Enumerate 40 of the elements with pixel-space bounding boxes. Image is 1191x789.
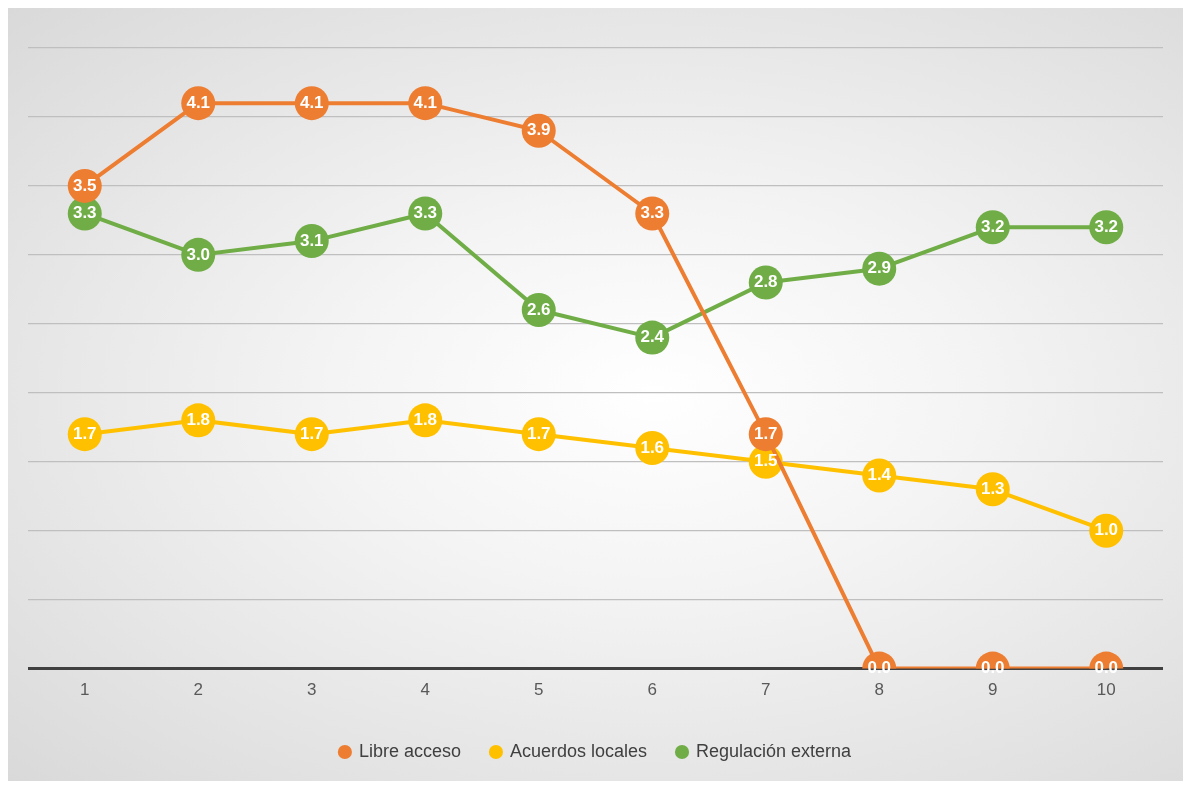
data-label: 3.9 [526,120,551,140]
data-label: 2.8 [753,272,778,292]
data-label: 3.2 [1094,216,1119,236]
x-tick-label: 8 [874,680,884,700]
data-label: 1.8 [413,410,438,430]
data-label: 3.2 [980,216,1005,236]
data-label: 4.1 [299,92,324,112]
data-label: 3.3 [640,203,665,223]
x-tick-label: 7 [761,680,771,700]
legend-label: Acuerdos locales [509,740,648,761]
x-tick-label: 5 [534,680,544,700]
data-label: 3.3 [72,203,97,223]
data-label: 1.5 [753,451,778,471]
data-label: 1.7 [299,423,324,443]
data-label: 2.9 [867,258,892,278]
x-tick-label: 3 [307,680,317,700]
x-tick-label: 1 [80,680,90,700]
data-label: 1.3 [980,479,1005,498]
data-label: 3.5 [72,175,97,195]
x-tick-label: 4 [420,680,430,700]
data-label: 4.1 [413,92,438,112]
data-label: 1.7 [526,423,551,443]
data-label: 1.6 [640,437,665,457]
data-label: 1.7 [72,423,97,443]
data-label: 1.7 [753,423,778,443]
data-label: 1.0 [1094,520,1119,540]
data-label: 1.8 [186,410,211,430]
x-tick-label: 9 [988,680,998,700]
x-tick-label: 10 [1096,680,1116,700]
x-tick-label: 2 [193,680,203,700]
data-label: 3.0 [186,244,211,264]
data-label: 4.1 [186,92,211,112]
data-label: 3.3 [413,203,438,223]
data-label: 3.1 [299,230,324,250]
legend-label: Libre acceso [358,740,461,761]
x-tick-label: 6 [647,680,657,700]
legend-label: Regulación externa [696,740,853,761]
data-label: 1.4 [867,465,892,485]
data-label: 2.4 [640,327,665,347]
data-label: 2.6 [526,299,551,319]
